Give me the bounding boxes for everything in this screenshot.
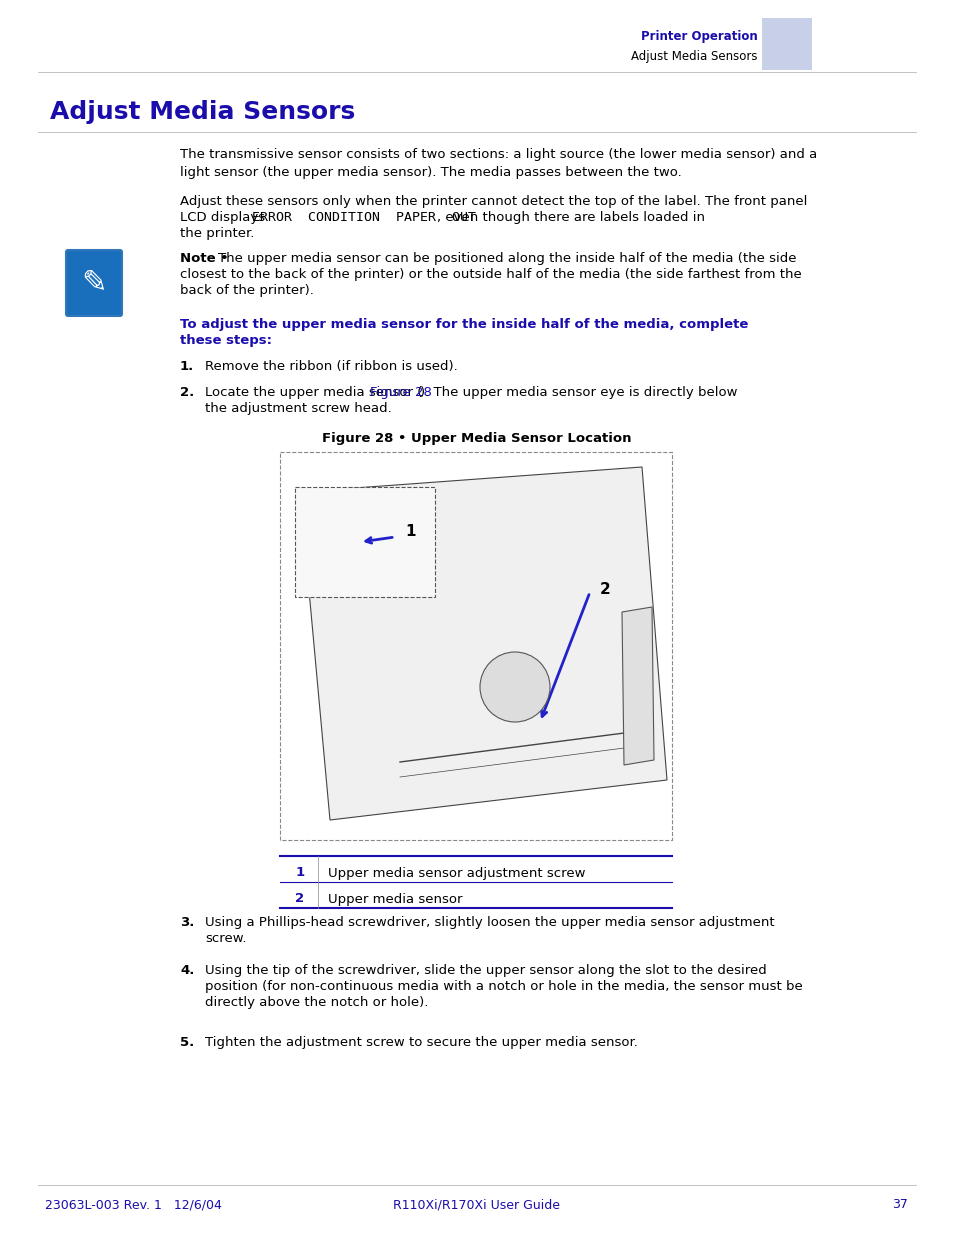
Text: these steps:: these steps: xyxy=(180,333,272,347)
Text: Using the tip of the screwdriver, slide the upper sensor along the slot to the d: Using the tip of the screwdriver, slide … xyxy=(205,965,766,977)
Text: The transmissive sensor consists of two sections: a light source (the lower medi: The transmissive sensor consists of two … xyxy=(180,148,817,179)
FancyBboxPatch shape xyxy=(66,249,122,316)
Text: 5.: 5. xyxy=(180,1036,194,1049)
Bar xyxy=(294,487,435,597)
Text: 1.: 1. xyxy=(180,359,194,373)
Text: The upper media sensor can be positioned along the inside half of the media (the: The upper media sensor can be positioned… xyxy=(218,252,796,266)
Text: ). The upper media sensor eye is directly below: ). The upper media sensor eye is directl… xyxy=(419,387,737,399)
Text: 23063L-003 Rev. 1   12/6/04: 23063L-003 Rev. 1 12/6/04 xyxy=(45,1198,222,1212)
Text: 37: 37 xyxy=(891,1198,907,1212)
Text: back of the printer).: back of the printer). xyxy=(180,284,314,296)
Bar xyxy=(280,452,671,840)
Text: Adjust these sensors only when the printer cannot detect the top of the label. T: Adjust these sensors only when the print… xyxy=(180,195,806,207)
Polygon shape xyxy=(621,606,654,764)
Text: screw.: screw. xyxy=(205,932,246,945)
Text: the printer.: the printer. xyxy=(180,227,254,240)
Text: To adjust the upper media sensor for the inside half of the media, complete: To adjust the upper media sensor for the… xyxy=(180,317,747,331)
Text: Adjust Media Sensors: Adjust Media Sensors xyxy=(50,100,355,124)
Text: 1: 1 xyxy=(405,524,416,538)
Text: Using a Phillips-head screwdriver, slightly loosen the upper media sensor adjust: Using a Phillips-head screwdriver, sligh… xyxy=(205,916,774,929)
Text: Remove the ribbon (if ribbon is used).: Remove the ribbon (if ribbon is used). xyxy=(205,359,457,373)
Text: directly above the notch or hole).: directly above the notch or hole). xyxy=(205,995,428,1009)
Text: Printer Operation: Printer Operation xyxy=(640,30,758,43)
Text: ✎: ✎ xyxy=(81,268,107,298)
Text: Locate the upper media sensor (: Locate the upper media sensor ( xyxy=(205,387,422,399)
Text: LCD displays: LCD displays xyxy=(180,211,269,224)
Text: Figure 28: Figure 28 xyxy=(370,387,432,399)
Text: Adjust Media Sensors: Adjust Media Sensors xyxy=(631,49,758,63)
Text: 2: 2 xyxy=(295,893,304,905)
Text: Note •: Note • xyxy=(180,252,233,266)
Bar xyxy=(761,19,811,70)
Text: 2: 2 xyxy=(599,582,610,597)
Text: Upper media sensor: Upper media sensor xyxy=(328,893,462,905)
Text: R110Xi/R170Xi User Guide: R110Xi/R170Xi User Guide xyxy=(393,1198,560,1212)
Text: position (for non-continuous media with a notch or hole in the media, the sensor: position (for non-continuous media with … xyxy=(205,981,801,993)
Text: closest to the back of the printer) or the outside half of the media (the side f: closest to the back of the printer) or t… xyxy=(180,268,801,282)
Text: the adjustment screw head.: the adjustment screw head. xyxy=(205,403,392,415)
Polygon shape xyxy=(299,467,666,820)
Text: 3.: 3. xyxy=(180,916,194,929)
Circle shape xyxy=(479,652,550,722)
Text: , even though there are labels loaded in: , even though there are labels loaded in xyxy=(436,211,704,224)
Text: Figure 28 • Upper Media Sensor Location: Figure 28 • Upper Media Sensor Location xyxy=(322,432,631,445)
Text: Tighten the adjustment screw to secure the upper media sensor.: Tighten the adjustment screw to secure t… xyxy=(205,1036,638,1049)
Text: Upper media sensor adjustment screw: Upper media sensor adjustment screw xyxy=(328,867,585,879)
Text: 1: 1 xyxy=(295,867,304,879)
Text: 4.: 4. xyxy=(180,965,194,977)
Text: ERROR  CONDITION  PAPER  OUT: ERROR CONDITION PAPER OUT xyxy=(252,211,476,224)
Text: 2.: 2. xyxy=(180,387,194,399)
